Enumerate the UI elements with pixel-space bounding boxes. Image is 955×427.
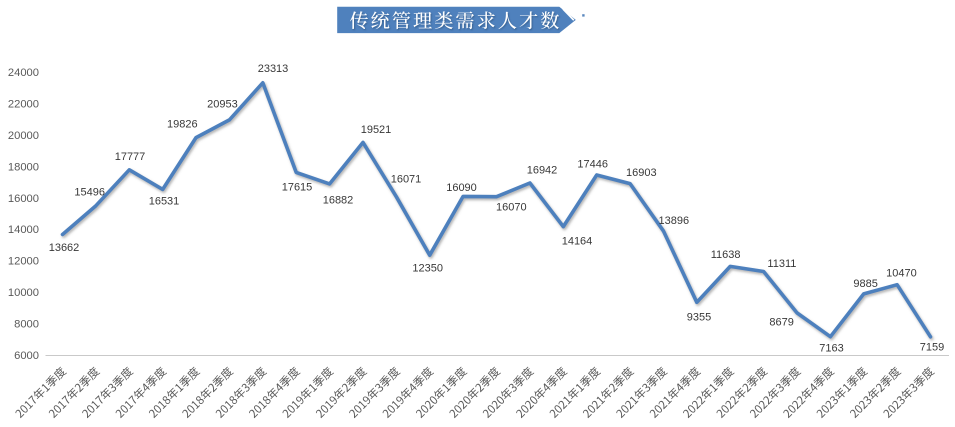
svg-text:13896: 13896 <box>659 215 690 227</box>
svg-text:11311: 11311 <box>767 258 796 270</box>
svg-text:16942: 16942 <box>527 165 558 177</box>
svg-text:16071: 16071 <box>391 174 422 186</box>
svg-text:17446: 17446 <box>577 159 608 171</box>
svg-text:8000: 8000 <box>14 319 39 331</box>
svg-text:11638: 11638 <box>711 249 741 261</box>
svg-text:7159: 7159 <box>920 342 944 354</box>
svg-text:16000: 16000 <box>8 193 39 205</box>
svg-text:20953: 20953 <box>207 98 238 110</box>
svg-text:17777: 17777 <box>115 151 146 163</box>
svg-text:9885: 9885 <box>853 278 877 290</box>
svg-text:8679: 8679 <box>769 316 793 328</box>
svg-text:14164: 14164 <box>562 235 593 247</box>
svg-text:15496: 15496 <box>74 187 105 199</box>
svg-text:14000: 14000 <box>8 224 39 236</box>
svg-text:10470: 10470 <box>886 268 917 280</box>
svg-text:16090: 16090 <box>446 182 477 194</box>
svg-text:23313: 23313 <box>258 63 289 75</box>
svg-text:19521: 19521 <box>361 124 392 136</box>
svg-text:24000: 24000 <box>8 67 39 79</box>
svg-text:18000: 18000 <box>8 161 39 173</box>
svg-text:22000: 22000 <box>8 98 39 110</box>
svg-text:12000: 12000 <box>8 256 39 268</box>
svg-text:16070: 16070 <box>496 201 527 213</box>
svg-text:12350: 12350 <box>412 262 443 274</box>
svg-text:19826: 19826 <box>167 119 198 131</box>
svg-text:9355: 9355 <box>687 312 711 324</box>
svg-text:13662: 13662 <box>49 242 80 254</box>
svg-text:10000: 10000 <box>8 287 39 299</box>
svg-text:7163: 7163 <box>819 343 843 355</box>
svg-text:16903: 16903 <box>626 167 657 179</box>
svg-text:20000: 20000 <box>8 130 39 142</box>
svg-text:16882: 16882 <box>323 195 354 207</box>
svg-text:6000: 6000 <box>14 350 39 362</box>
svg-text:17615: 17615 <box>282 181 313 193</box>
svg-text:16531: 16531 <box>149 196 180 208</box>
